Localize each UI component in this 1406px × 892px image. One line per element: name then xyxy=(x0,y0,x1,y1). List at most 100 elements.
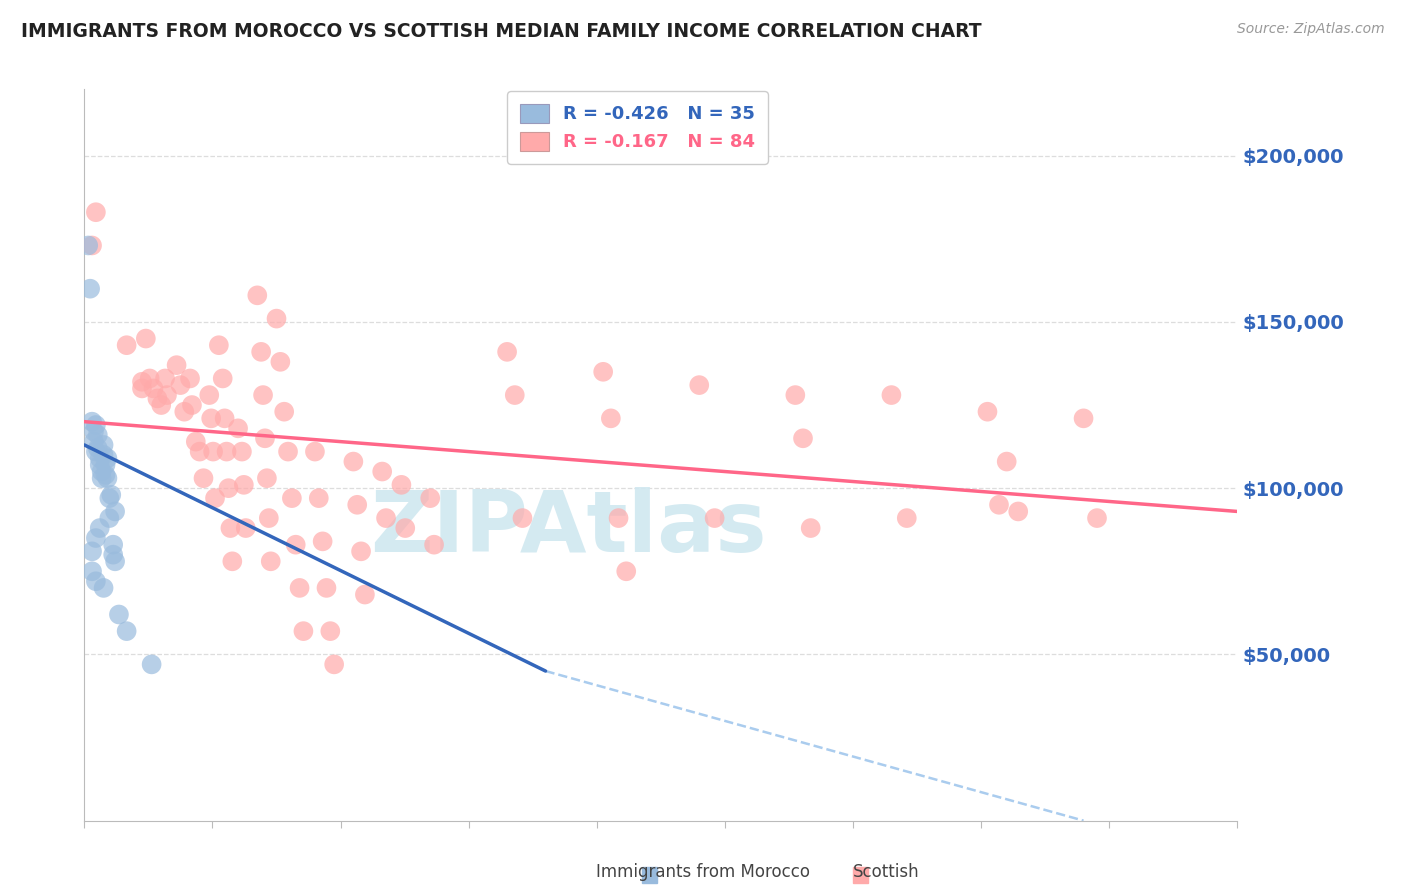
Point xyxy=(269,355,291,369)
Point xyxy=(277,444,299,458)
Point xyxy=(785,388,807,402)
Point xyxy=(253,431,276,445)
Point xyxy=(80,238,103,252)
Point xyxy=(83,434,105,449)
Bar xyxy=(641,867,658,883)
Point xyxy=(80,415,103,429)
Point xyxy=(84,417,107,432)
Point xyxy=(193,471,215,485)
Point xyxy=(391,478,413,492)
Point xyxy=(202,444,225,458)
Point xyxy=(423,538,446,552)
Point xyxy=(703,511,725,525)
Point xyxy=(256,471,278,485)
Point xyxy=(319,624,342,639)
Point xyxy=(419,491,441,505)
Point xyxy=(880,388,903,402)
Point xyxy=(84,444,107,458)
Point xyxy=(104,554,127,568)
Point xyxy=(131,375,153,389)
Point xyxy=(688,378,710,392)
Point xyxy=(204,491,226,505)
Point xyxy=(252,388,274,402)
Point xyxy=(260,554,283,568)
Point xyxy=(89,458,111,472)
Point xyxy=(503,388,526,402)
Point xyxy=(592,365,614,379)
Point xyxy=(226,421,249,435)
Point xyxy=(281,491,304,505)
Point xyxy=(115,624,138,639)
Point xyxy=(142,381,165,395)
Point xyxy=(96,451,118,466)
Point xyxy=(141,657,163,672)
Point xyxy=(235,521,257,535)
Text: Immigrants from Morocco: Immigrants from Morocco xyxy=(596,863,810,881)
Point xyxy=(93,581,115,595)
Point xyxy=(87,442,110,456)
Point xyxy=(96,471,118,485)
Point xyxy=(614,564,637,578)
Point xyxy=(103,538,124,552)
Point xyxy=(84,531,107,545)
Point xyxy=(976,405,998,419)
Point xyxy=(83,425,105,439)
Point xyxy=(131,381,153,395)
Text: Scottish: Scottish xyxy=(852,863,920,881)
Point xyxy=(496,344,519,359)
Point xyxy=(292,624,315,639)
Point xyxy=(184,434,207,449)
Point xyxy=(79,282,101,296)
Point xyxy=(80,544,103,558)
Text: ZIPAtlas: ZIPAtlas xyxy=(370,486,766,570)
Point xyxy=(135,332,157,346)
Point xyxy=(215,444,238,458)
Point xyxy=(104,504,127,518)
Point xyxy=(100,488,122,502)
Point xyxy=(115,338,138,352)
Point xyxy=(94,467,117,482)
Point xyxy=(323,657,346,672)
Text: Source: ZipAtlas.com: Source: ZipAtlas.com xyxy=(1237,22,1385,37)
Point xyxy=(342,454,364,468)
Point xyxy=(284,538,307,552)
Point xyxy=(89,451,111,466)
Point xyxy=(512,511,534,525)
Point xyxy=(188,444,211,458)
Point xyxy=(250,344,273,359)
Point xyxy=(350,544,373,558)
Point xyxy=(166,358,188,372)
Point xyxy=(995,454,1018,468)
Point xyxy=(218,481,240,495)
Point xyxy=(90,471,112,485)
Point xyxy=(77,238,100,252)
Point xyxy=(80,564,103,578)
Point xyxy=(896,511,918,525)
Point xyxy=(354,588,377,602)
Point xyxy=(288,581,311,595)
Bar xyxy=(852,867,869,883)
Point xyxy=(84,205,107,219)
Point xyxy=(198,388,221,402)
Point xyxy=(169,378,191,392)
Point xyxy=(90,465,112,479)
Point xyxy=(800,521,823,535)
Point xyxy=(219,521,242,535)
Point xyxy=(221,554,243,568)
Point xyxy=(246,288,269,302)
Point xyxy=(607,511,630,525)
Point xyxy=(84,574,107,589)
Point xyxy=(146,392,169,406)
Point xyxy=(232,478,254,492)
Point xyxy=(200,411,222,425)
Point xyxy=(257,511,280,525)
Point xyxy=(371,465,394,479)
Point xyxy=(208,338,231,352)
Point xyxy=(792,431,814,445)
Point xyxy=(93,438,115,452)
Point xyxy=(93,448,115,462)
Point xyxy=(315,581,337,595)
Point xyxy=(89,521,111,535)
Point xyxy=(173,405,195,419)
Point xyxy=(1007,504,1029,518)
